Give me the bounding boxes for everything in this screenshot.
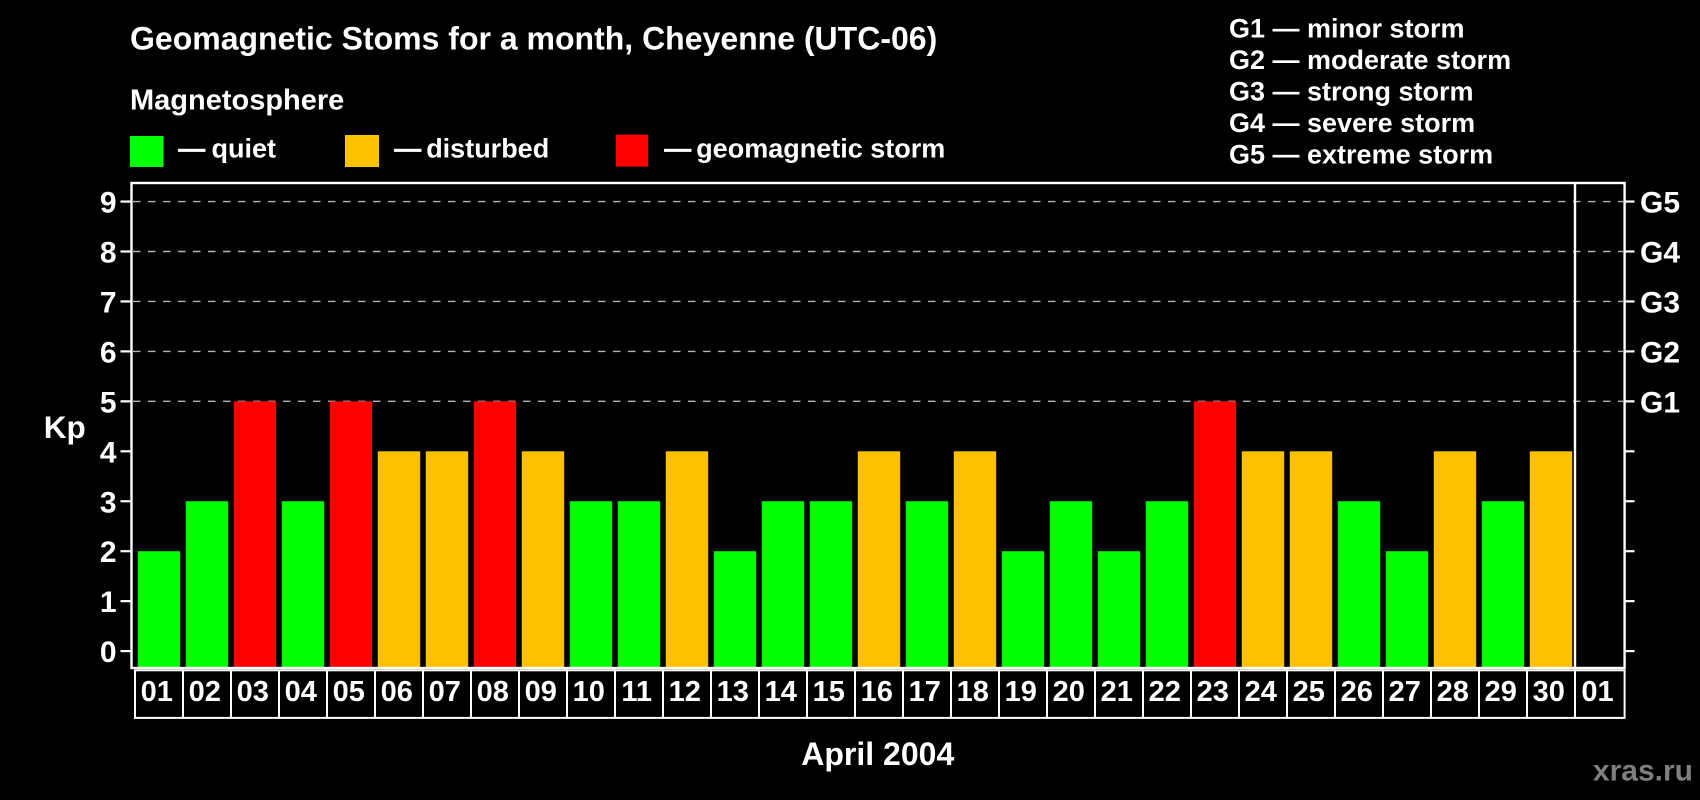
- svg-text:0: 0: [100, 636, 117, 669]
- svg-text:10: 10: [573, 676, 605, 708]
- svg-text:21: 21: [1101, 676, 1133, 708]
- svg-text:05: 05: [333, 676, 365, 708]
- svg-text:07: 07: [429, 676, 461, 708]
- svg-text:01: 01: [141, 676, 173, 708]
- svg-text:13: 13: [717, 676, 749, 708]
- svg-text:26: 26: [1341, 676, 1373, 708]
- svg-text:19: 19: [1005, 676, 1037, 708]
- svg-text:G5: G5: [1640, 187, 1680, 220]
- svg-text:7: 7: [100, 286, 117, 319]
- svg-text:09: 09: [525, 676, 557, 708]
- svg-text:6: 6: [100, 336, 117, 369]
- svg-text:G2: G2: [1640, 336, 1680, 369]
- svg-text:Kp: Kp: [44, 409, 86, 445]
- svg-text:geomagnetic storm: geomagnetic storm: [696, 134, 945, 164]
- svg-text:04: 04: [285, 676, 317, 708]
- svg-text:April 2004: April 2004: [801, 736, 954, 772]
- svg-text:Geomagnetic Stoms for a month,: Geomagnetic Stoms for a month, Cheyenne …: [130, 20, 937, 56]
- svg-text:G4 — severe storm: G4 — severe storm: [1229, 108, 1475, 138]
- svg-text:25: 25: [1293, 676, 1325, 708]
- svg-text:3: 3: [100, 486, 117, 519]
- svg-text:18: 18: [957, 676, 989, 708]
- svg-text:9: 9: [100, 187, 117, 220]
- svg-text:08: 08: [477, 676, 509, 708]
- svg-text:03: 03: [237, 676, 269, 708]
- svg-text:G3 — strong storm: G3 — strong storm: [1229, 77, 1474, 107]
- svg-text:06: 06: [381, 676, 413, 708]
- svg-text:01: 01: [1581, 676, 1613, 708]
- svg-text:27: 27: [1389, 676, 1421, 708]
- svg-text:4: 4: [100, 436, 117, 469]
- svg-text:G4: G4: [1640, 237, 1680, 270]
- svg-text:23: 23: [1197, 676, 1229, 708]
- svg-text:Magnetosphere: Magnetosphere: [130, 85, 344, 117]
- svg-text:30: 30: [1533, 676, 1565, 708]
- svg-text:G1 — minor storm: G1 — minor storm: [1229, 14, 1465, 44]
- svg-text:disturbed: disturbed: [426, 134, 549, 164]
- svg-text:5: 5: [100, 386, 117, 419]
- svg-text:11: 11: [621, 676, 652, 708]
- svg-text:quiet: quiet: [212, 134, 277, 164]
- svg-text:16: 16: [861, 676, 893, 708]
- svg-text:17: 17: [909, 676, 941, 708]
- svg-text:20: 20: [1053, 676, 1085, 708]
- svg-text:1: 1: [100, 586, 117, 619]
- svg-text:15: 15: [813, 676, 845, 708]
- svg-text:14: 14: [765, 676, 797, 708]
- svg-text:02: 02: [189, 676, 221, 708]
- svg-text:2: 2: [100, 536, 117, 569]
- svg-text:G1: G1: [1640, 386, 1680, 419]
- svg-text:29: 29: [1485, 676, 1517, 708]
- svg-text:xras.ru: xras.ru: [1593, 755, 1693, 788]
- svg-text:G2 — moderate storm: G2 — moderate storm: [1229, 45, 1511, 75]
- svg-text:8: 8: [100, 237, 117, 270]
- svg-text:24: 24: [1245, 676, 1277, 708]
- svg-text:G5 — extreme storm: G5 — extreme storm: [1229, 140, 1493, 170]
- svg-text:12: 12: [669, 676, 701, 708]
- svg-text:G3: G3: [1640, 286, 1680, 319]
- svg-text:28: 28: [1437, 676, 1469, 708]
- svg-text:22: 22: [1149, 676, 1181, 708]
